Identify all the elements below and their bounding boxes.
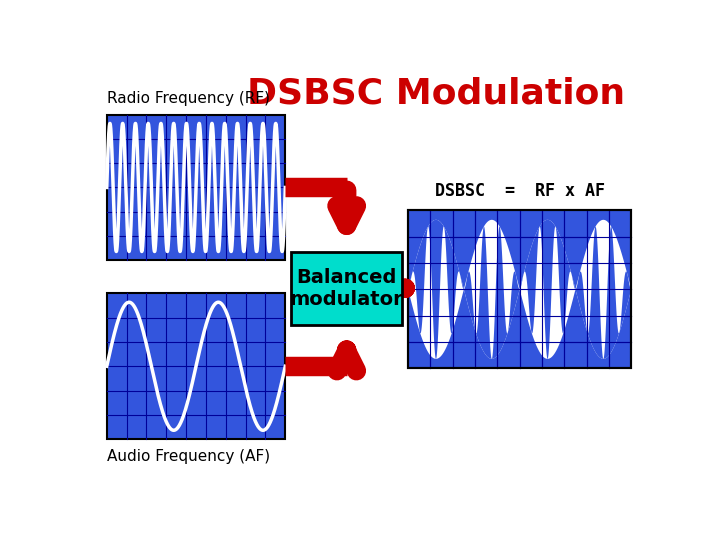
Text: DSBSC  =  RF x AF: DSBSC = RF x AF [435,182,605,200]
Bar [291,252,402,325]
Bar [107,294,285,439]
Text: DSBSC Modulation: DSBSC Modulation [247,77,625,111]
Text: Audio Frequency (AF): Audio Frequency (AF) [107,449,270,464]
Text: Radio Frequency (RF): Radio Frequency (RF) [107,91,270,106]
Bar [107,114,285,260]
Text: Balanced
modulator: Balanced modulator [290,268,403,309]
Bar [408,210,631,368]
Bar [408,210,631,368]
